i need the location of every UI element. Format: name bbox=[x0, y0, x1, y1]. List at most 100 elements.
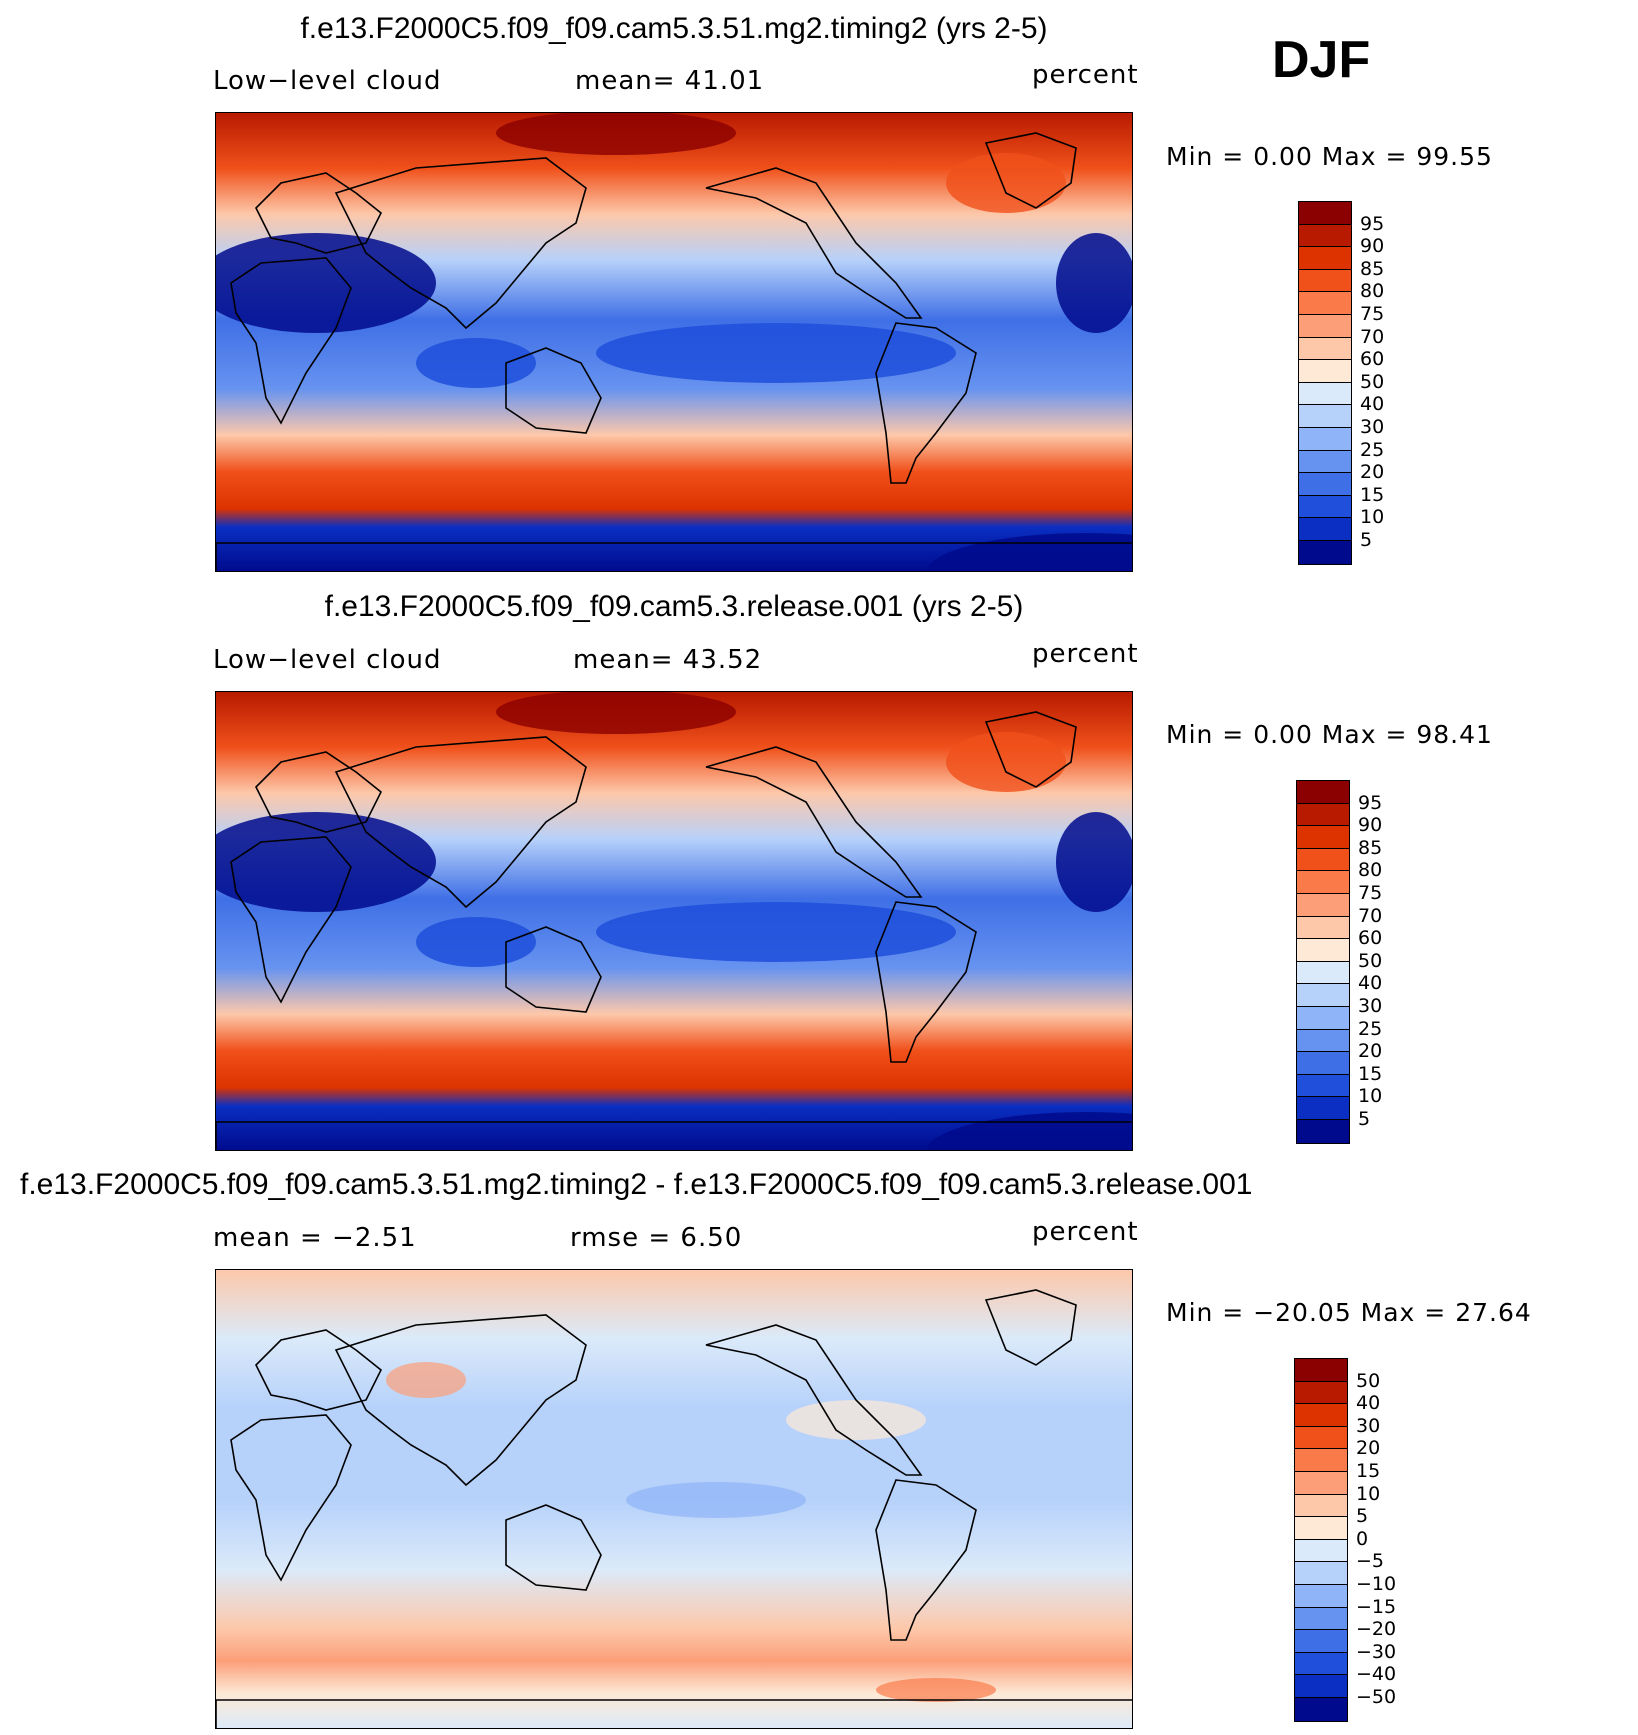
panel-3-units-label: percent bbox=[1032, 1217, 1139, 1247]
panel-3-rmse-label: rmse = 6.50 bbox=[570, 1223, 743, 1253]
colorbar-swatch bbox=[1297, 803, 1349, 827]
colorbar-tick-label: 40 bbox=[1356, 1392, 1381, 1415]
colorbar-tick-label: 30 bbox=[1360, 416, 1385, 438]
colorbar-swatch bbox=[1299, 405, 1351, 428]
panel-3-mean-label: mean = −2.51 bbox=[213, 1223, 417, 1253]
colorbar-swatch bbox=[1295, 1471, 1347, 1495]
colorbar-swatch bbox=[1299, 337, 1351, 361]
colorbar-tick-label: 25 bbox=[1358, 1017, 1383, 1040]
colorbar-swatch bbox=[1299, 518, 1351, 541]
colorbar-tick-label: 80 bbox=[1358, 859, 1383, 882]
colorbar-swatch bbox=[1297, 939, 1349, 962]
colorbar-tick-label: 30 bbox=[1356, 1414, 1381, 1437]
colorbar-swatch bbox=[1295, 1652, 1347, 1676]
colorbar-tick-label: 50 bbox=[1356, 1369, 1381, 1392]
panel-1-map bbox=[215, 112, 1133, 572]
colorbar-tick-label: 15 bbox=[1356, 1460, 1381, 1482]
panel-2-title: f.e13.F2000C5.f09_f09.cam5.3.release.001… bbox=[324, 590, 1024, 623]
colorbar-tick-label: 40 bbox=[1360, 393, 1385, 416]
colorbar-swatch bbox=[1299, 427, 1351, 451]
colorbar-tick-label: 95 bbox=[1360, 212, 1385, 235]
colorbar-swatch bbox=[1295, 1562, 1347, 1585]
colorbar-swatch bbox=[1297, 871, 1349, 894]
colorbar-swatch bbox=[1299, 202, 1351, 225]
colorbar-swatch bbox=[1299, 495, 1351, 519]
colorbar-tick-label: 50 bbox=[1358, 949, 1383, 972]
colorbar-tick-label: 80 bbox=[1360, 280, 1385, 303]
colorbar-swatch bbox=[1299, 450, 1351, 474]
colorbar-tick-label: 30 bbox=[1358, 995, 1383, 1017]
colorbar-swatch bbox=[1297, 1097, 1349, 1120]
colorbar-swatch bbox=[1297, 984, 1349, 1007]
colorbar-tick-label: −5 bbox=[1356, 1550, 1385, 1573]
colorbar-swatch bbox=[1295, 1359, 1347, 1382]
colorbar-tick-label: −40 bbox=[1356, 1663, 1397, 1686]
colorbar-swatch bbox=[1297, 1006, 1349, 1030]
panel-2-mean-label: mean= 43.52 bbox=[573, 645, 763, 675]
colorbar-tick-label: 50 bbox=[1360, 370, 1385, 393]
colorbar-swatch bbox=[1295, 1630, 1347, 1653]
colorbar-tick-label: 20 bbox=[1358, 1040, 1383, 1063]
panel-2-map bbox=[215, 691, 1133, 1151]
colorbar-tick-label: 5 bbox=[1358, 1108, 1371, 1130]
colorbar-tick-label: −30 bbox=[1356, 1640, 1397, 1663]
colorbar-tick-label: 85 bbox=[1358, 836, 1383, 859]
colorbar-swatch bbox=[1295, 1675, 1347, 1698]
colorbar-swatch bbox=[1299, 382, 1351, 406]
colorbar-tick-label: 75 bbox=[1358, 882, 1383, 904]
colorbar-tick-label: 75 bbox=[1360, 303, 1385, 325]
panel-1-colorbar bbox=[1298, 201, 1352, 565]
panel-3-colorbar bbox=[1294, 1358, 1348, 1722]
colorbar-tick-label: 60 bbox=[1358, 927, 1383, 950]
colorbar-tick-label: 20 bbox=[1356, 1437, 1381, 1460]
colorbar-tick-label: 10 bbox=[1356, 1482, 1381, 1505]
colorbar-swatch bbox=[1295, 1539, 1347, 1563]
colorbar-swatch bbox=[1299, 292, 1351, 315]
colorbar-swatch bbox=[1295, 1697, 1347, 1721]
colorbar-tick-label: −20 bbox=[1356, 1618, 1397, 1641]
colorbar-tick-label: 40 bbox=[1358, 972, 1383, 995]
colorbar-swatch bbox=[1299, 540, 1351, 564]
colorbar-swatch bbox=[1295, 1404, 1347, 1427]
colorbar-tick-label: 15 bbox=[1360, 483, 1385, 506]
colorbar-swatch bbox=[1299, 314, 1351, 338]
colorbar-swatch bbox=[1297, 1119, 1349, 1143]
colorbar-tick-label: 5 bbox=[1356, 1505, 1369, 1528]
panel-2-variable-label: Low−level cloud bbox=[213, 645, 442, 675]
colorbar-swatch bbox=[1297, 781, 1349, 804]
colorbar-swatch bbox=[1299, 224, 1351, 248]
colorbar-swatch bbox=[1299, 247, 1351, 270]
panel-1-title: f.e13.F2000C5.f09_f09.cam5.3.51.mg2.timi… bbox=[300, 12, 1048, 45]
colorbar-tick-label: 5 bbox=[1360, 529, 1373, 551]
panel-2-colorbar bbox=[1296, 780, 1350, 1144]
colorbar-swatch bbox=[1299, 360, 1351, 383]
colorbar-tick-label: 20 bbox=[1360, 461, 1385, 484]
colorbar-tick-label: −15 bbox=[1356, 1595, 1397, 1618]
panel-1-variable-label: Low−level cloud bbox=[213, 66, 442, 96]
colorbar-swatch bbox=[1295, 1494, 1347, 1518]
colorbar-swatch bbox=[1297, 826, 1349, 849]
panel-2-minmax: Min = 0.00 Max = 98.41 bbox=[1166, 720, 1493, 749]
colorbar-swatch bbox=[1295, 1449, 1347, 1472]
colorbar-swatch bbox=[1297, 893, 1349, 917]
panel-3-map bbox=[215, 1269, 1133, 1729]
colorbar-tick-label: 95 bbox=[1358, 791, 1383, 814]
colorbar-tick-label: 90 bbox=[1358, 814, 1383, 837]
panel-2-units-label: percent bbox=[1032, 639, 1139, 669]
colorbar-swatch bbox=[1295, 1381, 1347, 1405]
panel-1-minmax: Min = 0.00 Max = 99.55 bbox=[1166, 142, 1493, 171]
colorbar-swatch bbox=[1299, 269, 1351, 293]
colorbar-tick-label: 25 bbox=[1360, 438, 1385, 461]
colorbar-swatch bbox=[1297, 916, 1349, 940]
panel-3-minmax: Min = −20.05 Max = 27.64 bbox=[1166, 1298, 1532, 1327]
colorbar-swatch bbox=[1295, 1517, 1347, 1540]
colorbar-swatch bbox=[1297, 1029, 1349, 1053]
colorbar-tick-label: 70 bbox=[1358, 904, 1383, 927]
panel-1-mean-label: mean= 41.01 bbox=[575, 66, 765, 96]
colorbar-tick-label: 60 bbox=[1360, 348, 1385, 371]
colorbar-swatch bbox=[1295, 1426, 1347, 1450]
panel-1-units-label: percent bbox=[1032, 60, 1139, 90]
colorbar-swatch bbox=[1295, 1607, 1347, 1631]
colorbar-swatch bbox=[1297, 1074, 1349, 1098]
season-label: DJF bbox=[1272, 31, 1371, 89]
